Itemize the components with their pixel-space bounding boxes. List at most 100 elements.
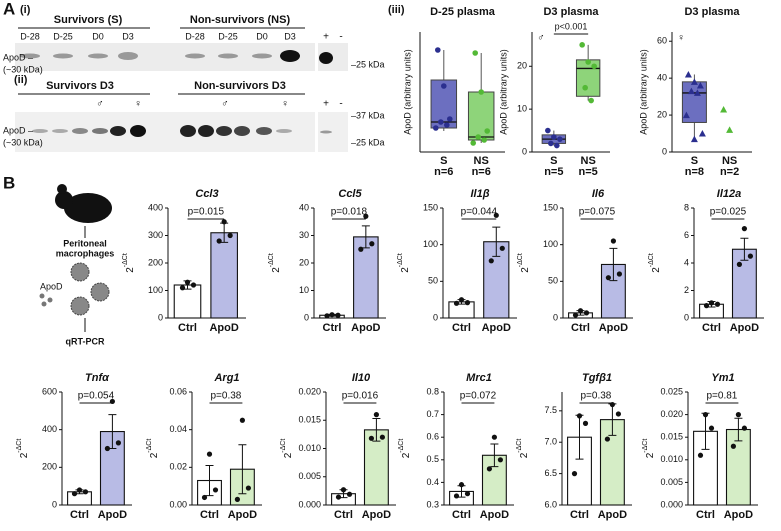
- group-label: Non-survivors D3: [194, 80, 286, 92]
- y-axis-label-sup: -ΔCt: [517, 253, 524, 267]
- data-point: [464, 300, 471, 306]
- data-point: [616, 271, 623, 277]
- x-tick-label: ApoD: [480, 509, 509, 521]
- y-tick-label: 0.000: [298, 499, 321, 509]
- p-value: p<0.001: [555, 21, 588, 31]
- data-point: [702, 412, 709, 418]
- subpanel-label: (i): [20, 4, 31, 16]
- data-point: [576, 413, 583, 419]
- chart-title: Il6: [592, 188, 605, 200]
- y-tick-label: 0.06: [169, 386, 187, 396]
- data-point: [730, 443, 737, 449]
- protein-label: ApoD –: [3, 125, 33, 135]
- y-tick-label: 0.005: [298, 471, 321, 481]
- data-point: [687, 87, 695, 95]
- y-tick-label: 0.00: [169, 499, 187, 509]
- data-point: [585, 59, 591, 65]
- x-tick-label: ApoD: [351, 322, 380, 334]
- blot-band: [218, 53, 238, 59]
- lane-label: D3: [284, 31, 296, 41]
- chart-title: Il1β: [470, 188, 489, 200]
- lane-label: D0: [256, 31, 268, 41]
- data-point: [548, 140, 554, 147]
- y-tick-label: 40: [299, 202, 309, 212]
- error-bar: [734, 417, 743, 442]
- y-tick-label: 50: [548, 276, 558, 286]
- data-point: [747, 253, 754, 259]
- p-value: p=0.072: [460, 391, 497, 402]
- p-value: p=0.38: [211, 391, 242, 402]
- data-point: [708, 300, 715, 306]
- y-tick-label: 0.025: [660, 386, 683, 396]
- data-point: [484, 128, 491, 134]
- y-tick-label: 0.6: [426, 432, 439, 442]
- blot-band: [216, 126, 232, 136]
- y-axis-label-base: 2: [519, 452, 530, 458]
- x-tick-label: ApoD: [724, 509, 753, 521]
- y-axis-label-sup: -ΔCt: [268, 253, 275, 267]
- data-point: [693, 89, 701, 96]
- p-value: p=0.044: [461, 207, 498, 218]
- data-point: [497, 457, 503, 463]
- y-tick-label: 0.005: [660, 477, 683, 487]
- data-point: [458, 297, 465, 303]
- y-axis-label-sup: -ΔCt: [398, 439, 405, 453]
- y-axis-label-base: 2: [125, 267, 136, 273]
- x-tick-note: n=6: [434, 166, 453, 178]
- group-label: Non-survivors (NS): [190, 14, 291, 26]
- x-tick-label: Ctrl: [702, 322, 721, 334]
- data-point: [324, 313, 330, 319]
- y-axis-label-base: 2: [19, 452, 30, 458]
- panel-label: B: [3, 173, 15, 192]
- y-tick-label: 2: [684, 285, 689, 295]
- y-tick-label: 0.010: [660, 454, 683, 464]
- y-tick-label: 0.02: [169, 462, 187, 472]
- data-point: [698, 130, 706, 137]
- size-label: (~30 kDa): [3, 64, 43, 74]
- x-tick-label: NS: [581, 155, 596, 167]
- schematic-text: Peritoneal: [63, 238, 107, 248]
- y-tick-label: 40: [657, 73, 667, 83]
- p-value: p=0.38: [581, 391, 612, 402]
- chart-title: Il12a: [717, 188, 741, 200]
- y-tick-label: 6.5: [544, 468, 557, 478]
- y-axis-label-base: 2: [401, 452, 412, 458]
- control-label: -: [339, 99, 342, 110]
- blot-band: [130, 125, 146, 137]
- blot-band: [180, 125, 196, 137]
- data-point: [741, 226, 748, 232]
- data-point: [453, 300, 460, 306]
- data-point: [720, 106, 728, 113]
- x-tick-label: ApoD: [482, 322, 511, 334]
- data-point: [481, 137, 488, 143]
- bar: [173, 284, 202, 319]
- data-point: [615, 411, 622, 417]
- y-tick-label: 8: [684, 202, 689, 212]
- y-axis-label-base: 2: [645, 452, 656, 458]
- x-tick-note: n=6: [472, 166, 491, 178]
- chart-title: D-25 plasma: [430, 6, 496, 18]
- y-tick-label: 0.7: [426, 409, 439, 419]
- data-point: [335, 494, 342, 500]
- y-axis-label-sup: -ΔCt: [397, 253, 404, 267]
- apod-particle: [47, 297, 53, 303]
- lane-label: D-28: [185, 31, 205, 41]
- data-point: [239, 417, 245, 423]
- y-tick-label: 0: [522, 146, 527, 156]
- data-point: [475, 134, 482, 140]
- data-point: [379, 434, 385, 440]
- y-tick-label: 200: [148, 257, 163, 267]
- x-tick-label: S: [440, 155, 447, 167]
- blot-band: [92, 128, 108, 134]
- y-tick-label: 0.8: [426, 386, 439, 396]
- y-axis-label: ApoD (arbitrary units): [402, 49, 412, 135]
- macrophage: [70, 262, 90, 282]
- blot-band: [110, 126, 126, 136]
- y-tick-label: 0.3: [426, 499, 439, 509]
- data-point: [335, 312, 341, 318]
- apod-particle: [41, 301, 47, 307]
- y-axis-label-base: 2: [271, 267, 282, 273]
- data-point: [577, 308, 584, 314]
- data-point: [227, 232, 233, 239]
- y-axis-label: 2-ΔCt: [648, 253, 662, 273]
